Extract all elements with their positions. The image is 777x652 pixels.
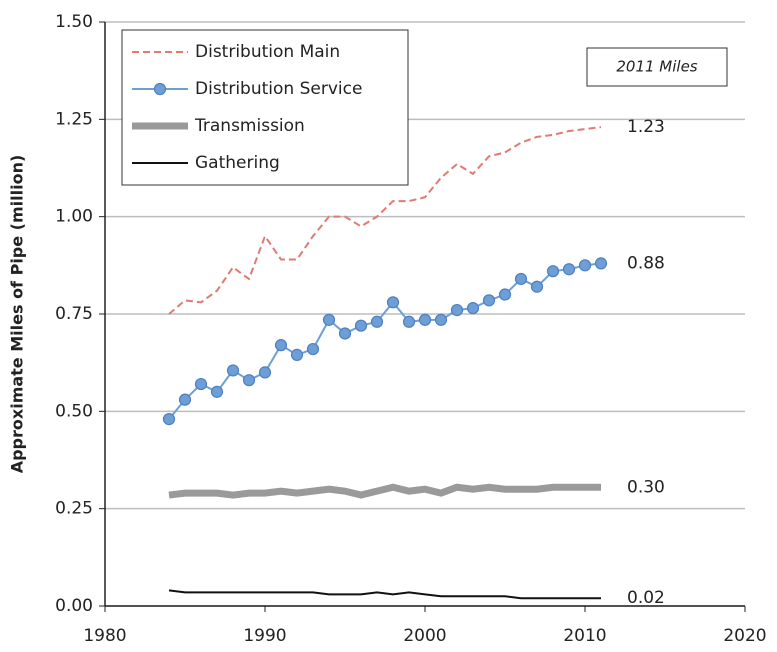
legend-marker	[153, 82, 167, 96]
marker	[466, 302, 480, 315]
y-tick-label: 0.25	[55, 499, 93, 519]
marker	[386, 296, 400, 309]
annotation: 2011 Miles	[616, 58, 697, 76]
y-axis-label: Approximate Miles of Pipe (million)	[8, 155, 27, 474]
marker	[306, 342, 320, 356]
x-tick-label: 1990	[243, 626, 286, 646]
marker	[450, 304, 464, 317]
marker	[290, 348, 304, 361]
series-line	[168, 262, 602, 420]
y-tick-label: 1.25	[55, 109, 93, 129]
series-line	[168, 589, 601, 600]
marker	[370, 315, 384, 328]
marker	[210, 385, 224, 398]
marker	[498, 288, 512, 301]
legend-box	[121, 29, 409, 186]
marker	[562, 263, 576, 276]
marker	[418, 313, 432, 326]
end-label: 0.88	[627, 253, 665, 273]
marker	[274, 339, 288, 352]
x-tick-label: 2000	[403, 626, 446, 646]
marker	[546, 265, 560, 278]
marker	[338, 327, 352, 340]
marker	[194, 377, 208, 391]
annotation-box	[586, 47, 728, 87]
marker	[322, 313, 336, 326]
x-tick-label: 2010	[563, 626, 606, 646]
legend-label: Gathering	[195, 153, 280, 173]
marker	[178, 393, 192, 406]
marker	[258, 366, 272, 379]
y-tick-label: 1.00	[55, 207, 93, 227]
y-tick-label: 0.50	[55, 401, 93, 421]
marker	[162, 413, 176, 426]
legend-label: Distribution Main	[195, 42, 340, 62]
series-line	[168, 483, 601, 499]
marker	[354, 319, 368, 332]
legend-label: Transmission	[194, 116, 305, 136]
y-tick-label: 0.75	[55, 304, 93, 324]
x-tick-label: 2020	[723, 626, 766, 646]
marker	[226, 364, 240, 377]
y-tick-label: 0.00	[55, 596, 93, 616]
legend-label: Distribution Service	[195, 79, 362, 99]
end-label: 1.23	[627, 117, 665, 137]
marker	[530, 280, 544, 293]
marker	[578, 259, 592, 272]
marker	[402, 315, 416, 328]
marker	[514, 272, 528, 286]
marker	[482, 294, 496, 307]
y-tick-label: 1.50	[55, 12, 93, 32]
end-label: 0.02	[627, 588, 665, 608]
marker	[434, 313, 448, 326]
end-label: 0.30	[627, 477, 665, 497]
marker	[242, 374, 256, 387]
x-tick-label: 1980	[83, 626, 126, 646]
marker	[594, 257, 608, 270]
series-line	[168, 126, 602, 315]
